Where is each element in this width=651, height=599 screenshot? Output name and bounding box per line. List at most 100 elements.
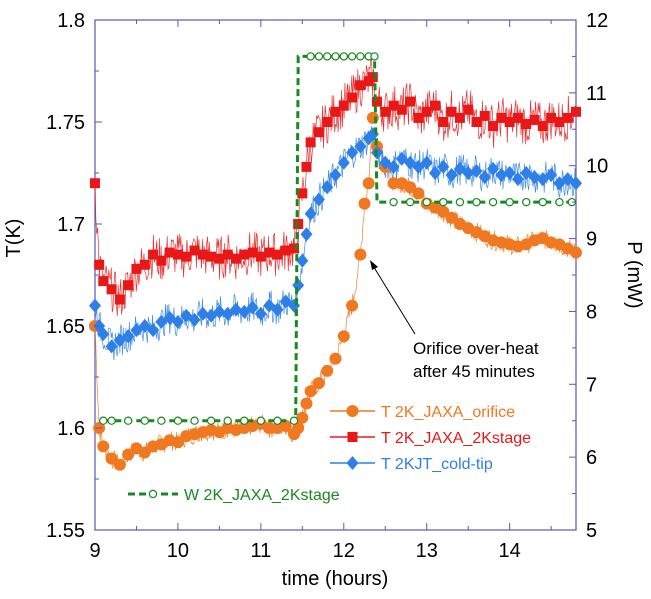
data-point	[122, 329, 135, 344]
data-point	[371, 96, 382, 107]
data-point	[306, 52, 315, 61]
y2-tick-label: 11	[586, 83, 607, 105]
data-point	[188, 312, 201, 327]
data-point	[479, 110, 490, 121]
data-point	[329, 168, 342, 183]
data-point	[222, 249, 233, 260]
data-point	[355, 80, 366, 91]
data-point	[437, 205, 450, 218]
data-point	[356, 52, 365, 61]
data-point	[263, 422, 276, 434]
annotation-arrow	[371, 263, 416, 335]
data-point	[99, 416, 108, 425]
data-point	[528, 170, 541, 185]
data-point	[273, 416, 282, 425]
data-point	[512, 112, 523, 123]
data-point	[488, 197, 498, 207]
data-point	[505, 197, 514, 207]
data-point	[404, 181, 417, 194]
y-tick-label: 1.8	[57, 10, 85, 32]
data-point	[264, 247, 275, 258]
data-point	[157, 416, 166, 425]
data-point	[107, 416, 116, 425]
data-point	[172, 249, 183, 260]
data-point	[173, 416, 183, 425]
data-point	[139, 259, 150, 270]
data-point	[537, 121, 548, 132]
data-point	[94, 259, 105, 270]
data-point	[197, 249, 208, 260]
data-point	[123, 416, 133, 425]
data-point	[97, 440, 110, 453]
x-tick-label: 11	[250, 540, 271, 562]
data-point	[478, 170, 491, 185]
data-point	[546, 112, 557, 123]
y2-tick-label: 5	[586, 520, 597, 542]
data-point	[296, 411, 309, 424]
data-point	[412, 187, 425, 200]
data-point	[314, 52, 324, 61]
series-group	[89, 127, 582, 354]
data-point	[354, 248, 367, 261]
legend-entry: T 2K_JAXA_orifice	[330, 404, 515, 421]
data-point	[387, 159, 400, 174]
y2-axis-title: P (mW)	[623, 241, 645, 308]
data-point	[223, 416, 232, 425]
data-point	[388, 100, 399, 111]
data-point	[239, 249, 250, 260]
data-point	[438, 117, 449, 127]
data-point	[522, 197, 531, 207]
legend-swatch-marker	[346, 405, 359, 417]
data-point	[445, 168, 458, 183]
legend-swatch-marker	[347, 432, 358, 442]
data-point	[89, 298, 101, 313]
legend-swatch-marker	[148, 489, 158, 499]
data-point	[367, 72, 378, 83]
data-point	[446, 106, 457, 117]
data-point	[504, 117, 515, 127]
data-point	[430, 100, 441, 111]
data-point	[555, 197, 564, 207]
data-point	[171, 314, 184, 329]
data-point	[213, 304, 226, 319]
data-point	[346, 145, 359, 160]
data-point	[114, 294, 125, 305]
data-point	[354, 139, 367, 154]
data-point	[454, 112, 465, 123]
data-point	[362, 177, 375, 190]
data-point	[396, 104, 407, 115]
data-point	[420, 155, 433, 170]
y-tick-label: 1.55	[46, 520, 85, 542]
data-point	[312, 192, 325, 207]
data-point	[339, 52, 348, 61]
data-point	[105, 452, 118, 465]
data-point	[289, 243, 300, 254]
data-point	[429, 166, 442, 180]
data-point	[329, 352, 342, 365]
annotation-line-1: Orifice over-heat	[413, 339, 539, 358]
data-point	[256, 416, 266, 425]
data-point	[138, 446, 151, 459]
legend-swatch-marker	[346, 456, 359, 470]
data-point	[289, 416, 299, 425]
y2-tick-label: 12	[586, 10, 608, 32]
data-point	[280, 245, 291, 256]
series-layer	[89, 52, 582, 471]
x-tick-label: 14	[499, 540, 521, 562]
legend-entry: T 2K_JAXA_2Kstage	[330, 430, 531, 447]
data-point	[470, 163, 483, 178]
data-point	[455, 197, 465, 207]
data-point	[98, 276, 109, 287]
data-point	[487, 161, 500, 176]
data-point	[445, 211, 458, 224]
data-point	[463, 104, 474, 115]
x-tick-label: 9	[89, 540, 100, 562]
data-point	[380, 106, 391, 117]
y-tick-label: 1.7	[57, 214, 85, 236]
x-tick-label: 13	[416, 540, 438, 562]
series-group	[99, 52, 577, 425]
data-point	[538, 197, 548, 207]
y-tick-label: 1.75	[46, 112, 85, 134]
